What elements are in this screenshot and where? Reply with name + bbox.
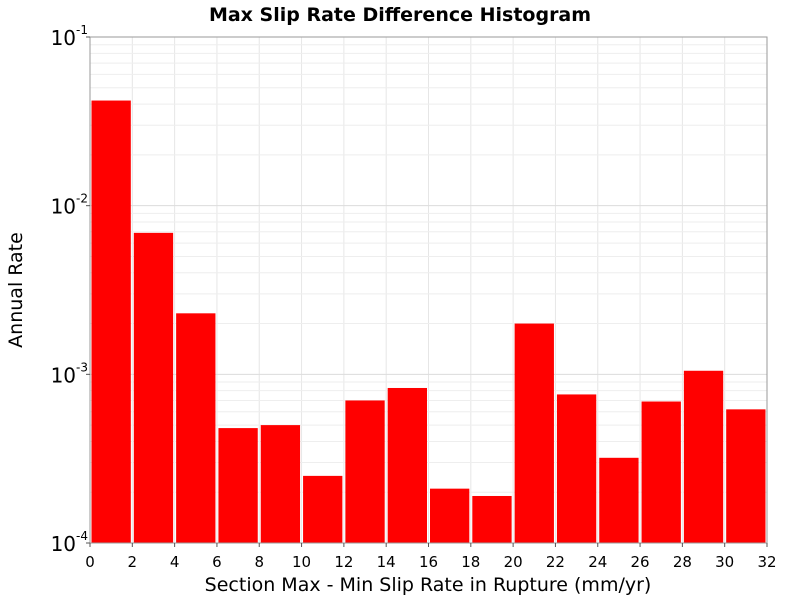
- x-tick-label: 28: [673, 553, 692, 571]
- x-tick-label: 16: [419, 553, 438, 571]
- histogram-bar: [176, 313, 216, 543]
- x-tick-label: 12: [334, 553, 353, 571]
- histogram-bar: [556, 394, 597, 543]
- histogram-bar: [514, 323, 554, 543]
- histogram-bar: [218, 428, 258, 543]
- x-tick-label: 30: [715, 553, 734, 571]
- x-tick-label: 0: [85, 553, 95, 571]
- histogram-bar: [260, 425, 301, 543]
- y-tick-label: 10-4: [51, 529, 88, 556]
- x-tick-label: 10: [292, 553, 311, 571]
- histogram-bar: [599, 457, 639, 543]
- bars-group: [91, 100, 766, 543]
- x-tick-label: 6: [212, 553, 222, 571]
- histogram-bar: [641, 401, 681, 543]
- histogram-bar: [472, 495, 512, 543]
- y-axis-label: Annual Rate: [5, 232, 27, 348]
- x-axis-label: Section Max - Min Slip Rate in Rupture (…: [205, 574, 652, 596]
- x-tick-label: 14: [377, 553, 396, 571]
- histogram-bar: [133, 232, 174, 543]
- y-tick-label: 10-1: [51, 23, 88, 50]
- x-tick-label: 20: [504, 553, 523, 571]
- histogram-bar: [683, 370, 724, 543]
- histogram-bar: [91, 100, 131, 543]
- y-axis-ticks: 10-4 10-3 10-2 10-1: [51, 23, 90, 556]
- histogram-bar: [726, 409, 766, 543]
- histogram-bar: [430, 488, 470, 543]
- histogram-bar: [387, 387, 427, 543]
- x-tick-label: 18: [461, 553, 480, 571]
- x-tick-label: 24: [588, 553, 607, 571]
- x-tick-label: 8: [254, 553, 264, 571]
- y-tick-label: 10-2: [51, 192, 88, 219]
- x-tick-label: 22: [546, 553, 565, 571]
- x-tick-label: 4: [170, 553, 180, 571]
- y-tick-label: 10-3: [51, 360, 88, 387]
- x-tick-label: 32: [757, 553, 776, 571]
- histogram-bar: [345, 400, 385, 543]
- x-axis-ticks: 0 2 4 6 8 10 12 14 16 18 20 22 24 26 28 30 32: [85, 543, 777, 571]
- chart-title: Max Slip Rate Difference Histogram: [209, 4, 591, 26]
- histogram-bar: [303, 475, 343, 543]
- x-tick-label: 26: [631, 553, 650, 571]
- x-tick-label: 2: [128, 553, 138, 571]
